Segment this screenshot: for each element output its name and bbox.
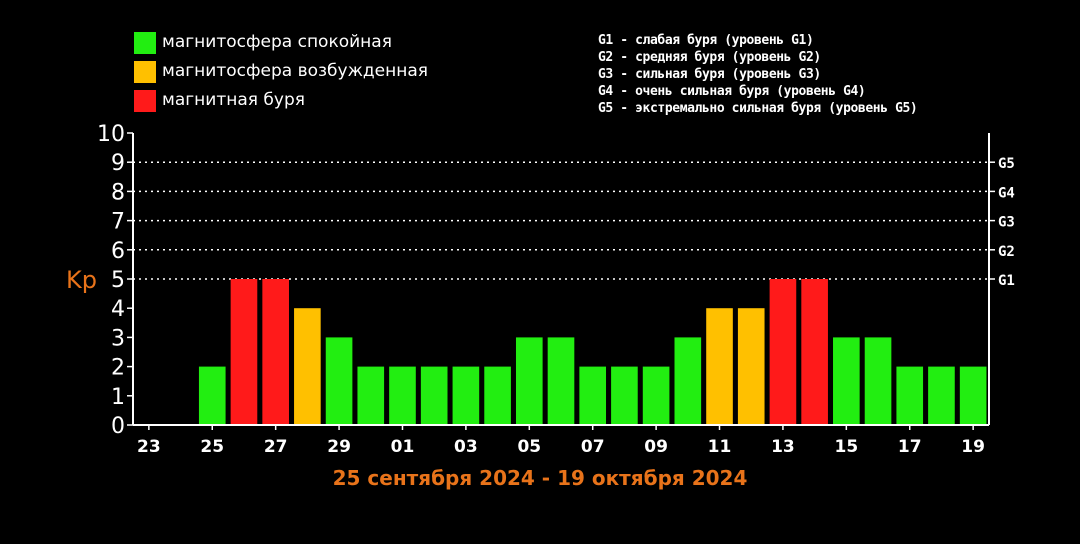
legend-label-quiet: магнитосфера спокойная [162, 32, 392, 52]
bar-03 [452, 366, 480, 425]
bar-16 [864, 337, 892, 425]
g-level-1: G1 - слабая буря (уровень G1) [598, 33, 814, 48]
x-tick-label-25: 25 [200, 437, 224, 457]
bar-26 [230, 279, 258, 425]
bar-12 [737, 308, 765, 425]
legend-swatch-quiet [134, 32, 156, 54]
y-tick-label-1: 1 [111, 385, 125, 410]
legend-swatch-active [134, 61, 156, 83]
g-level-5: G5 - экстремально сильная буря (уровень … [598, 101, 918, 116]
x-tick-label-15: 15 [834, 437, 858, 457]
g-level-4: G4 - очень сильная буря (уровень G4) [598, 84, 866, 99]
x-tick-label-05: 05 [517, 437, 541, 457]
bar-27 [262, 279, 289, 425]
y-tick-label-3: 3 [111, 326, 125, 351]
y-tick-label-8: 8 [111, 180, 125, 205]
right-tick-G1: G1 [998, 273, 1015, 289]
legend-label-active: магнитосфера возбужденная [162, 61, 428, 81]
bar-05 [515, 337, 543, 425]
right-tick-G5: G5 [998, 156, 1015, 172]
y-tick-label-2: 2 [111, 356, 125, 381]
bar-13 [769, 279, 797, 425]
y-tick-label-0: 0 [111, 414, 125, 439]
date-range: 25 сентября 2024 - 19 октября 2024 [332, 466, 748, 490]
bar-28 [294, 308, 321, 425]
x-tick-label-29: 29 [327, 437, 351, 457]
x-tick-label-07: 07 [581, 437, 605, 457]
x-tick-label-11: 11 [708, 437, 732, 457]
x-tick-label-27: 27 [264, 437, 288, 457]
legend-swatch-storm [134, 90, 156, 112]
bar-10 [674, 337, 702, 425]
x-tick-label-13: 13 [771, 437, 795, 457]
y-axis-label: Kp [66, 266, 97, 294]
right-tick-G3: G3 [998, 215, 1015, 231]
bar-30 [357, 366, 385, 425]
y-tick-label-7: 7 [111, 210, 125, 235]
bar-14 [801, 279, 828, 425]
x-tick-label-19: 19 [961, 437, 985, 457]
y-tick-label-4: 4 [111, 297, 125, 322]
y-tick-label-6: 6 [111, 239, 125, 264]
bar-11 [706, 308, 733, 425]
x-tick-label-09: 09 [644, 437, 668, 457]
x-tick-label-01: 01 [391, 437, 415, 457]
right-tick-G4: G4 [998, 185, 1015, 201]
bar-09 [642, 366, 670, 425]
y-tick-label-5: 5 [111, 268, 125, 293]
x-tick-label-23: 23 [137, 437, 161, 457]
bar-08 [611, 366, 638, 425]
x-tick-label-03: 03 [454, 437, 478, 457]
legend-label-storm: магнитная буря [162, 90, 305, 110]
bar-07 [579, 366, 607, 425]
bar-29 [325, 337, 353, 425]
bar-02 [420, 366, 448, 425]
g-level-2: G2 - средняя буря (уровень G2) [598, 50, 821, 65]
g-level-3: G3 - сильная буря (уровень G3) [598, 67, 821, 82]
bar-01 [389, 366, 416, 425]
bar-06 [547, 337, 575, 425]
x-tick-label-17: 17 [898, 437, 922, 457]
bar-17 [896, 366, 924, 425]
bar-19 [959, 366, 987, 425]
bar-18 [928, 366, 955, 425]
bar-15 [833, 337, 860, 425]
bar-04 [484, 366, 511, 425]
y-tick-label-10: 10 [97, 122, 125, 147]
y-tick-label-9: 9 [111, 151, 125, 176]
bar-25 [198, 366, 226, 425]
right-tick-G2: G2 [998, 244, 1015, 260]
